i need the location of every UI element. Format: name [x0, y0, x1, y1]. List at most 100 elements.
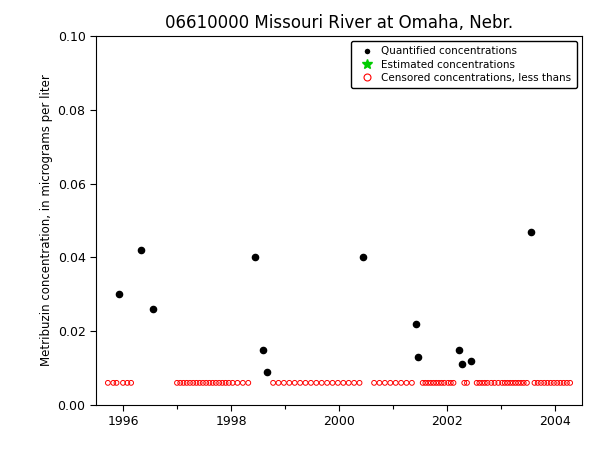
- Point: [279, 379, 289, 387]
- Point: [539, 379, 549, 387]
- Point: [503, 379, 512, 387]
- Point: [182, 379, 191, 387]
- Point: [355, 379, 364, 387]
- Point: [211, 379, 221, 387]
- Point: [118, 379, 128, 387]
- Point: [375, 379, 385, 387]
- Point: [317, 379, 326, 387]
- Point: [112, 379, 121, 387]
- Point: [172, 379, 182, 387]
- Point: [202, 379, 211, 387]
- Point: [480, 379, 490, 387]
- Point: [483, 379, 493, 387]
- Point: [251, 254, 260, 261]
- Point: [514, 379, 523, 387]
- Point: [562, 379, 572, 387]
- Point: [244, 379, 253, 387]
- Point: [434, 379, 444, 387]
- Point: [457, 361, 466, 368]
- Point: [505, 379, 515, 387]
- Point: [542, 379, 552, 387]
- Point: [429, 379, 439, 387]
- Point: [460, 379, 469, 387]
- Point: [565, 379, 575, 387]
- Y-axis label: Metribuzin concentration, in micrograms per liter: Metribuzin concentration, in micrograms …: [40, 75, 53, 366]
- Point: [413, 353, 423, 360]
- Point: [407, 379, 417, 387]
- Point: [449, 379, 458, 387]
- Point: [530, 379, 539, 387]
- Point: [380, 379, 390, 387]
- Point: [359, 254, 368, 261]
- Point: [311, 379, 321, 387]
- Point: [443, 379, 453, 387]
- Point: [475, 379, 484, 387]
- Point: [290, 379, 299, 387]
- Point: [559, 379, 568, 387]
- Point: [259, 346, 268, 353]
- Point: [224, 379, 233, 387]
- Point: [478, 379, 487, 387]
- Point: [549, 379, 559, 387]
- Point: [519, 379, 529, 387]
- Point: [462, 379, 472, 387]
- Point: [268, 379, 278, 387]
- Point: [274, 379, 283, 387]
- Point: [179, 379, 188, 387]
- Point: [136, 247, 146, 254]
- Point: [122, 379, 132, 387]
- Point: [500, 379, 509, 387]
- Point: [397, 379, 406, 387]
- Point: [198, 379, 208, 387]
- Point: [437, 379, 446, 387]
- Point: [148, 306, 158, 313]
- Point: [440, 379, 449, 387]
- Point: [497, 379, 507, 387]
- Point: [103, 379, 113, 387]
- Point: [494, 379, 503, 387]
- Point: [344, 379, 353, 387]
- Point: [391, 379, 401, 387]
- Point: [338, 379, 348, 387]
- Point: [221, 379, 230, 387]
- Point: [511, 379, 520, 387]
- Point: [115, 291, 124, 298]
- Point: [522, 379, 532, 387]
- Point: [349, 379, 359, 387]
- Point: [536, 379, 546, 387]
- Point: [284, 379, 294, 387]
- Point: [333, 379, 343, 387]
- Point: [411, 320, 421, 328]
- Point: [431, 379, 441, 387]
- Point: [454, 346, 464, 353]
- Point: [175, 379, 185, 387]
- Point: [467, 357, 476, 364]
- Point: [553, 379, 562, 387]
- Point: [533, 379, 542, 387]
- Point: [487, 379, 496, 387]
- Point: [546, 379, 556, 387]
- Point: [418, 379, 428, 387]
- Point: [386, 379, 395, 387]
- Point: [262, 368, 272, 375]
- Point: [214, 379, 224, 387]
- Point: [446, 379, 455, 387]
- Point: [556, 379, 565, 387]
- Point: [109, 379, 118, 387]
- Point: [295, 379, 305, 387]
- Point: [370, 379, 379, 387]
- Point: [424, 379, 433, 387]
- Point: [426, 379, 436, 387]
- Point: [490, 379, 499, 387]
- Point: [526, 228, 536, 235]
- Point: [472, 379, 482, 387]
- Point: [516, 379, 526, 387]
- Point: [208, 379, 217, 387]
- Point: [205, 379, 214, 387]
- Point: [233, 379, 242, 387]
- Point: [508, 379, 518, 387]
- Title: 06610000 Missouri River at Omaha, Nebr.: 06610000 Missouri River at Omaha, Nebr.: [165, 14, 513, 32]
- Point: [185, 379, 195, 387]
- Point: [322, 379, 332, 387]
- Point: [195, 379, 205, 387]
